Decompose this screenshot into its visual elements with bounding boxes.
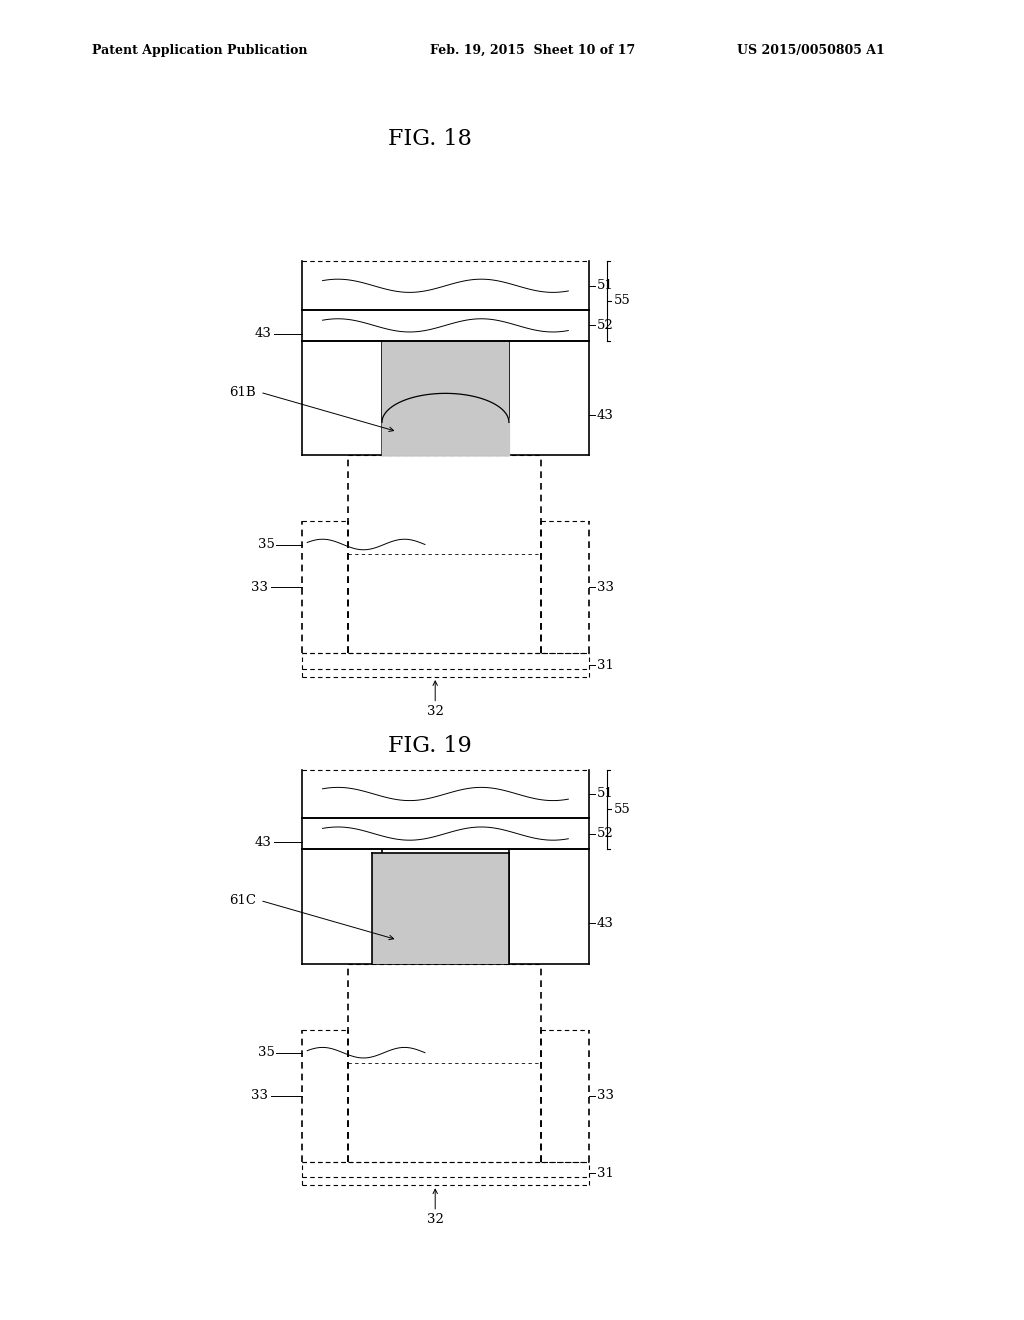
Text: 33: 33 [597, 1089, 614, 1102]
Text: 52: 52 [597, 828, 613, 840]
Text: 31: 31 [597, 1167, 613, 1180]
Bar [372, 853, 509, 964]
Text: Patent Application Publication: Patent Application Publication [92, 44, 307, 57]
Text: 43: 43 [255, 327, 271, 341]
Bar [382, 341, 509, 455]
Text: 55: 55 [613, 294, 630, 308]
Text: US 2015/0050805 A1: US 2015/0050805 A1 [737, 44, 885, 57]
Text: 52: 52 [597, 319, 613, 331]
Text: 43: 43 [597, 917, 613, 929]
Text: 51: 51 [597, 788, 613, 800]
Text: 33: 33 [251, 581, 268, 594]
Text: 32: 32 [427, 1213, 443, 1226]
Text: 61C: 61C [229, 894, 256, 907]
Text: Feb. 19, 2015  Sheet 10 of 17: Feb. 19, 2015 Sheet 10 of 17 [430, 44, 635, 57]
Text: 43: 43 [597, 409, 613, 421]
Text: FIG. 18: FIG. 18 [388, 128, 472, 149]
Text: 32: 32 [427, 705, 443, 718]
Text: FIG. 19: FIG. 19 [388, 735, 472, 756]
Text: 51: 51 [597, 280, 613, 292]
Text: 31: 31 [597, 659, 613, 672]
Text: 43: 43 [255, 836, 271, 849]
Text: 55: 55 [613, 803, 630, 816]
Text: 35: 35 [258, 539, 274, 550]
Text: 33: 33 [251, 1089, 268, 1102]
Text: 61B: 61B [229, 385, 256, 399]
Text: 33: 33 [597, 581, 614, 594]
Text: 35: 35 [258, 1047, 274, 1059]
